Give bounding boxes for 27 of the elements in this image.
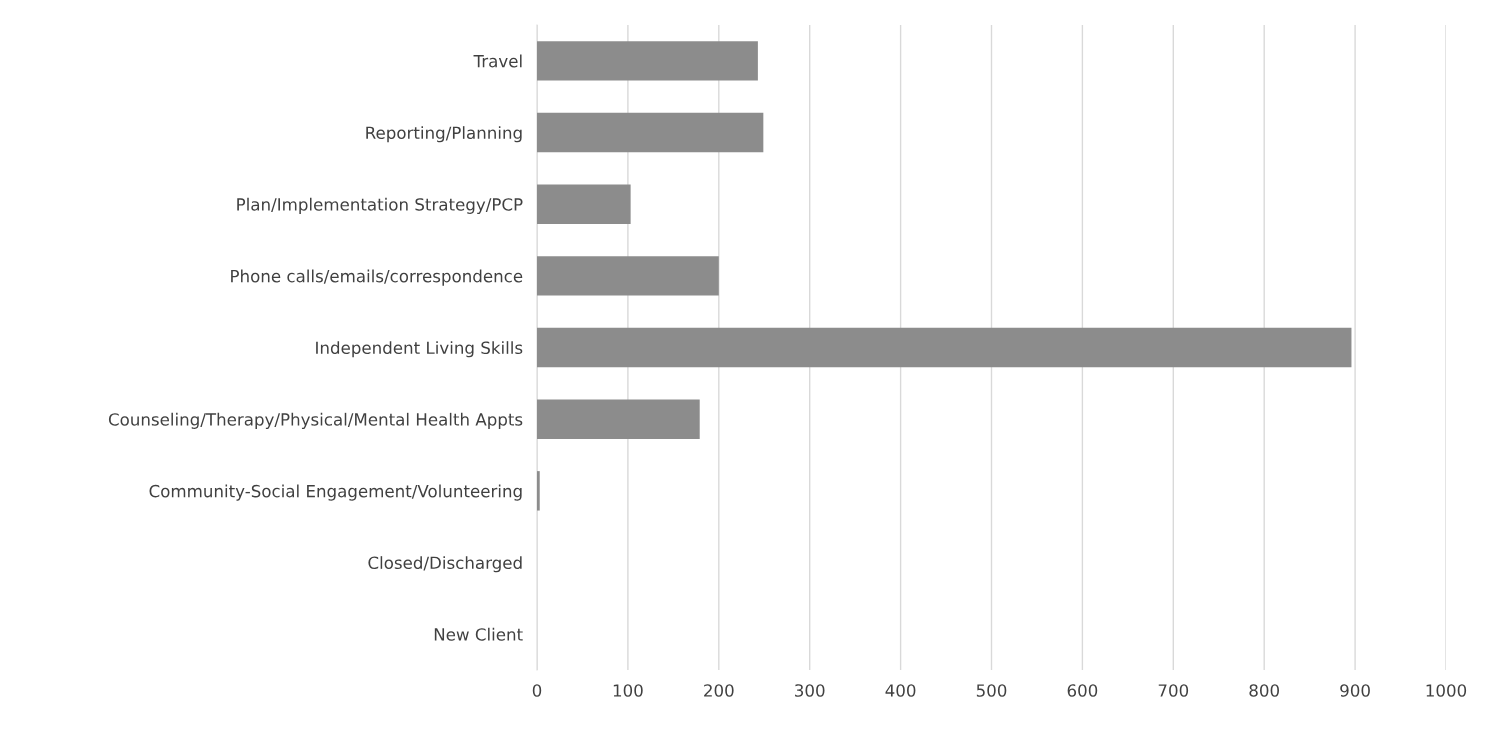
y-tick-label: New Client xyxy=(434,627,523,641)
x-tick-label: 100 xyxy=(613,684,643,697)
x-tick-label: 900 xyxy=(1340,684,1370,697)
y-tick-label: Independent Living Skills xyxy=(316,341,523,358)
bar xyxy=(537,399,700,439)
y-tick-label: Travel xyxy=(473,54,522,68)
bar xyxy=(537,184,631,224)
x-tick-label: 300 xyxy=(795,684,825,697)
bar xyxy=(537,327,1352,368)
y-tick-label: Counseling/Therapy/Physical/Mental Health Appts xyxy=(108,412,523,429)
bar xyxy=(537,41,758,81)
y-tick-label: Reporting/Planning xyxy=(366,126,522,143)
x-tick-label: 700 xyxy=(1158,684,1189,697)
x-tick-label: 0 xyxy=(532,684,542,697)
y-tick-label: Phone calls/emails/correspondence xyxy=(231,269,523,286)
y-tick-label: Closed/Discharged xyxy=(368,556,522,573)
y-tick-label: Community-Social Engagement/Volunteering xyxy=(149,484,522,501)
bar xyxy=(537,112,764,153)
x-tick-label: 400 xyxy=(885,684,916,697)
x-tick-label: 800 xyxy=(1249,684,1279,697)
bar xyxy=(537,471,540,511)
x-tick-label: 200 xyxy=(704,684,734,697)
x-tick-label: 1000 xyxy=(1426,684,1467,697)
x-tick-label: 600 xyxy=(1067,684,1098,697)
x-tick-label: 500 xyxy=(976,684,1007,697)
y-tick-label: Plan/Implementation Strategy/PCP xyxy=(237,197,523,214)
bar xyxy=(537,256,719,296)
